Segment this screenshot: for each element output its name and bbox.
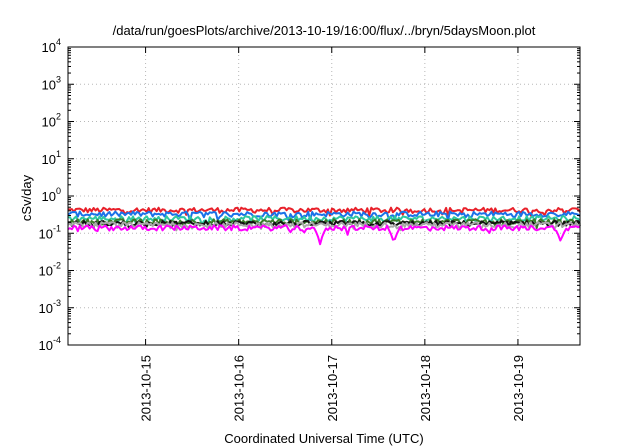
y-tick-label: 102: [42, 112, 61, 130]
y-axis: 10-4 10-3 10-2 10-1 100 101 102 103 104: [39, 37, 580, 353]
y-tick-label: 101: [42, 149, 61, 167]
series-line-3: [68, 215, 581, 227]
x-tick-label: 2013-10-19: [511, 355, 526, 422]
x-tick-label: 2013-10-17: [325, 355, 340, 422]
series-line-6: [67, 221, 581, 232]
chart-title: /data/run/goesPlots/archive/2013-10-19/1…: [113, 23, 536, 38]
x-tick-label: 2013-10-15: [139, 355, 154, 422]
y-tick-label: 10-3: [39, 298, 61, 316]
series-group: [67, 206, 581, 246]
y-tick-label: 10-2: [39, 261, 61, 279]
y-tick-label: 104: [42, 37, 61, 55]
series-line-2: [67, 210, 581, 222]
x-tick-label: 2013-10-16: [232, 355, 247, 422]
x-axis-label: Coordinated Universal Time (UTC): [224, 431, 423, 446]
x-tick-label: 2013-10-18: [418, 355, 433, 422]
series-line-1: [67, 206, 581, 217]
grid-lines: [68, 47, 580, 345]
y-tick-label: 103: [42, 74, 61, 92]
y-tick-label: 10-4: [39, 335, 61, 353]
y-tick-label: 100: [42, 186, 61, 204]
series-line-7: [67, 224, 581, 246]
x-axis: 2013-10-15 2013-10-16 2013-10-17 2013-10-18…: [139, 47, 526, 422]
y-tick-label: 10-1: [39, 223, 61, 241]
y-axis-label: cSv/day: [19, 174, 34, 221]
